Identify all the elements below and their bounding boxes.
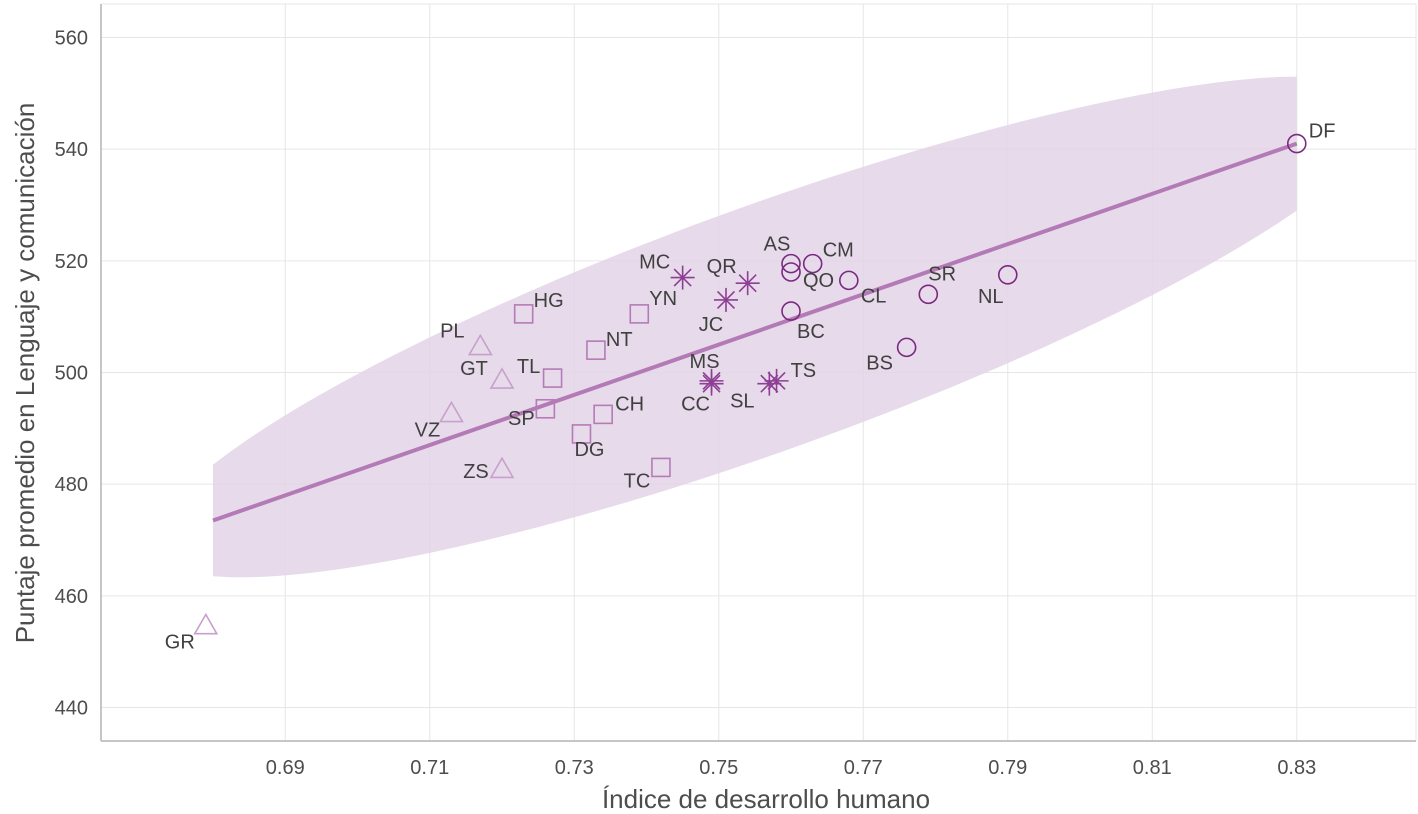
point-circle-cm [802,253,823,274]
point-label-cm: CM [823,240,854,262]
point-label-bc: BC [797,321,825,343]
point-label-dg: DG [574,439,604,461]
point-square-dg [571,424,592,444]
point-triangle-zs [489,456,515,479]
x-tick-label: 0.71 [410,757,449,779]
point-circle-qo [781,262,801,282]
point-label-jc: JC [699,314,723,336]
point-circle-cl [839,270,859,291]
y-tick-label: 540 [55,139,88,161]
point-star-ts [764,368,789,393]
x-tick-label: 0.69 [266,757,305,779]
x-tick-label: 0.73 [555,757,594,779]
point-square-tc [651,457,671,478]
point-triangle-gt [489,367,515,389]
point-square-sp [535,398,556,419]
point-circle-as [781,253,801,274]
x-tick-label: 0.83 [1277,757,1316,779]
point-star-cc [699,371,724,396]
point-star-jc [713,287,738,312]
point-label-qo: QO [803,270,834,292]
point-label-tc: TC [624,470,651,492]
point-circle-bs [896,337,917,358]
axes [100,3,1417,742]
point-triangle-vz [439,400,464,423]
point-label-hg: HG [534,290,564,312]
point-square-hg [513,304,534,324]
point-triangle-gr [193,612,219,635]
point-label-nt: NT [606,329,633,351]
y-tick-label: 560 [55,28,88,50]
point-square-yn [629,304,650,324]
point-label-sr: SR [928,263,956,285]
point-label-qr: QR [707,256,737,278]
x-tick-label: 0.75 [699,757,738,779]
point-circle-df [1286,133,1307,154]
y-tick-label: 460 [55,586,88,608]
point-label-ms: MS [690,351,720,373]
y-tick-label: 440 [55,698,88,720]
point-label-sl: SL [730,391,754,413]
point-square-tl [542,368,563,388]
confidence-band [213,76,1297,578]
regression-line [212,141,1298,523]
point-circle-nl [997,264,1018,285]
point-label-as: AS [764,234,791,256]
point-star-qr [735,271,760,296]
data-points [193,133,1307,635]
point-label-tl: TL [517,356,540,378]
trend-line [212,141,1298,523]
point-square-nt [586,340,606,360]
point-label-ts: TS [791,360,817,382]
y-tick-label: 520 [55,251,88,273]
point-labels: GR VZ PL GT ZS HG SP TL DG NT CH YN TC MC MS CC JC QR SL TS… [165,121,1336,654]
confidence-band-area [213,76,1297,578]
x-tick-label: 0.77 [844,757,883,779]
point-circle-sr [918,284,939,305]
point-square-ch [593,404,613,425]
point-label-gr: GR [165,632,195,654]
point-label-df: DF [1309,121,1336,143]
y-tick-label: 480 [55,474,88,496]
y-axis-title: Puntaje promedio en Lenguaje y comunicac… [10,103,40,644]
point-label-yn: YN [649,288,677,310]
point-star-sl [757,371,782,396]
point-label-zs: ZS [463,461,489,483]
point-label-gt: GT [460,358,488,380]
x-axis-title: Índice de desarrollo humano [602,784,930,814]
tick-labels: 0.69 0.71 0.73 0.75 0.77 0.79 0.81 0.83 440 460 48… [55,28,1317,780]
point-label-cl: CL [861,285,887,307]
point-label-bs: BS [866,352,893,374]
point-label-ch: CH [615,393,644,415]
point-label-cc: CC [681,394,710,416]
point-star-mc [670,265,695,290]
x-tick-label: 0.79 [988,757,1027,779]
point-label-pl: PL [440,320,464,342]
y-tick-label: 500 [55,363,88,385]
point-label-nl: NL [978,286,1004,308]
point-label-mc: MC [639,252,670,274]
point-label-sp: SP [508,408,535,430]
point-triangle-pl [467,333,493,356]
x-tick-label: 0.81 [1133,757,1172,779]
point-label-vz: VZ [415,419,441,441]
point-circle-bc [781,301,801,321]
